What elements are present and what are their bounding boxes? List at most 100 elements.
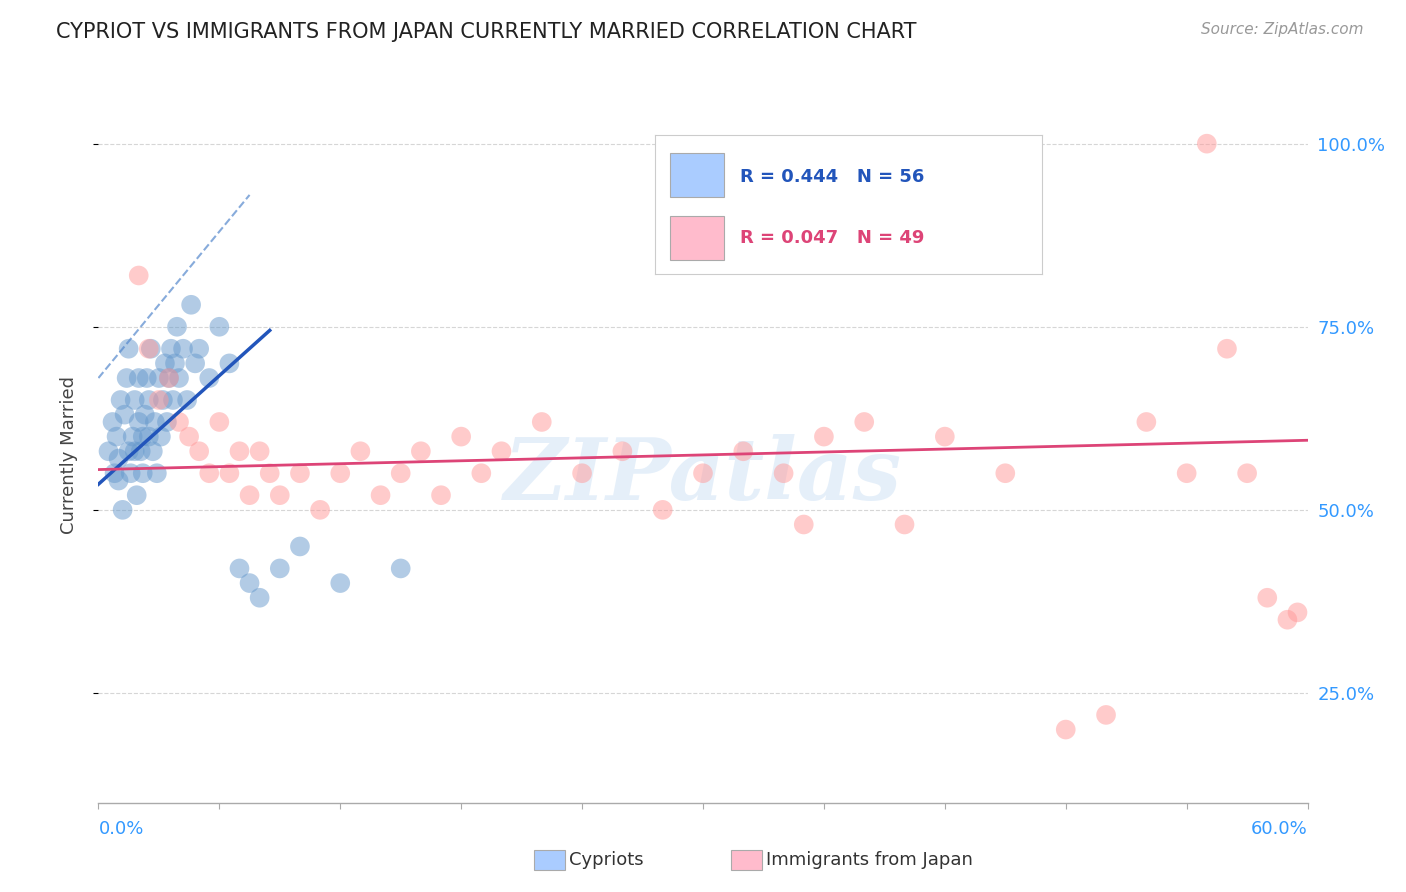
Text: ZIPatlas: ZIPatlas bbox=[503, 434, 903, 517]
Point bbox=[142, 444, 165, 458]
Point bbox=[772, 467, 794, 481]
Point bbox=[612, 444, 634, 458]
Point bbox=[138, 392, 160, 407]
Point bbox=[128, 371, 150, 385]
Point bbox=[389, 467, 412, 481]
Point bbox=[198, 467, 221, 481]
Point bbox=[107, 474, 129, 488]
Point bbox=[176, 392, 198, 407]
Point bbox=[813, 429, 835, 443]
Point bbox=[571, 467, 593, 481]
Point bbox=[409, 444, 432, 458]
Point bbox=[167, 415, 190, 429]
Point bbox=[97, 444, 120, 458]
Point bbox=[249, 591, 271, 605]
Point bbox=[157, 371, 180, 385]
Point bbox=[180, 298, 202, 312]
Point bbox=[105, 429, 128, 443]
Point bbox=[530, 415, 553, 429]
Point bbox=[162, 392, 184, 407]
Point bbox=[1195, 136, 1218, 151]
Point bbox=[1135, 415, 1157, 429]
Point bbox=[148, 392, 170, 407]
Point bbox=[167, 371, 190, 385]
Point bbox=[218, 467, 240, 481]
Point bbox=[430, 488, 453, 502]
Point bbox=[153, 356, 176, 370]
Point bbox=[692, 467, 714, 481]
Point bbox=[470, 467, 492, 481]
Point bbox=[1216, 342, 1239, 356]
Point bbox=[132, 429, 155, 443]
Point bbox=[1286, 606, 1309, 620]
Point bbox=[259, 467, 281, 481]
Point bbox=[120, 467, 142, 481]
Point bbox=[249, 444, 271, 458]
Point bbox=[1236, 467, 1258, 481]
Text: Cypriots: Cypriots bbox=[569, 851, 644, 869]
Point bbox=[129, 444, 152, 458]
Point bbox=[107, 451, 129, 466]
Point bbox=[329, 576, 352, 591]
Point bbox=[208, 415, 231, 429]
Point bbox=[115, 371, 138, 385]
Point bbox=[128, 268, 150, 283]
Point bbox=[733, 444, 755, 458]
Text: CYPRIOT VS IMMIGRANTS FROM JAPAN CURRENTLY MARRIED CORRELATION CHART: CYPRIOT VS IMMIGRANTS FROM JAPAN CURRENT… bbox=[56, 22, 917, 42]
Point bbox=[288, 540, 311, 554]
Point bbox=[103, 467, 125, 481]
Text: 0.0%: 0.0% bbox=[98, 820, 143, 838]
Point bbox=[994, 467, 1017, 481]
Y-axis label: Currently Married: Currently Married bbox=[59, 376, 77, 534]
Point bbox=[132, 467, 155, 481]
Point bbox=[793, 517, 815, 532]
Point bbox=[172, 342, 194, 356]
Point bbox=[160, 342, 183, 356]
Point bbox=[239, 576, 262, 591]
Point bbox=[370, 488, 392, 502]
Text: Source: ZipAtlas.com: Source: ZipAtlas.com bbox=[1201, 22, 1364, 37]
Point bbox=[491, 444, 513, 458]
Point bbox=[893, 517, 915, 532]
Point bbox=[179, 429, 201, 443]
Point bbox=[1175, 467, 1198, 481]
Point bbox=[208, 319, 231, 334]
Point bbox=[389, 561, 412, 575]
Point bbox=[309, 503, 332, 517]
Point bbox=[228, 444, 250, 458]
Point bbox=[148, 371, 170, 385]
Point bbox=[288, 467, 311, 481]
Point bbox=[114, 408, 136, 422]
Text: 60.0%: 60.0% bbox=[1251, 820, 1308, 838]
Point bbox=[188, 444, 211, 458]
Point bbox=[188, 342, 211, 356]
Point bbox=[228, 561, 250, 575]
Point bbox=[124, 444, 146, 458]
Point bbox=[121, 429, 143, 443]
Point bbox=[218, 356, 240, 370]
Text: Immigrants from Japan: Immigrants from Japan bbox=[766, 851, 973, 869]
Point bbox=[157, 371, 180, 385]
Point bbox=[138, 429, 160, 443]
Point bbox=[163, 356, 186, 370]
Point bbox=[450, 429, 472, 443]
Point bbox=[111, 503, 134, 517]
Point bbox=[143, 415, 166, 429]
Point bbox=[156, 415, 179, 429]
Point bbox=[134, 408, 156, 422]
Point bbox=[124, 392, 146, 407]
Point bbox=[135, 371, 157, 385]
Point bbox=[1256, 591, 1278, 605]
Point bbox=[1095, 707, 1118, 722]
Point bbox=[128, 415, 150, 429]
Point bbox=[138, 342, 160, 356]
Point bbox=[152, 392, 174, 407]
Point bbox=[651, 503, 673, 517]
Point bbox=[1277, 613, 1299, 627]
Point bbox=[239, 488, 262, 502]
Point bbox=[934, 429, 956, 443]
Point bbox=[349, 444, 371, 458]
Point bbox=[269, 488, 291, 502]
Point bbox=[118, 342, 141, 356]
Point bbox=[118, 444, 141, 458]
